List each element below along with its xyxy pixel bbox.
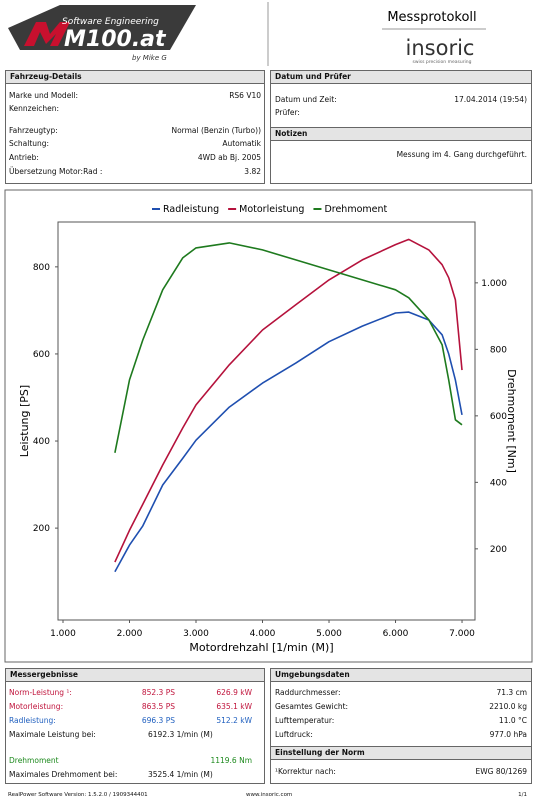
- field-label: Datum und Zeit:: [275, 95, 337, 104]
- footer-url: www.insoric.com: [246, 792, 293, 798]
- y-tick-label: 400: [33, 437, 50, 447]
- field-label: Marke und Modell:: [9, 91, 79, 100]
- section-heading: Messergebnisse: [5, 668, 265, 682]
- y2-axis-label: Drehmoment [Nm]: [505, 369, 518, 473]
- x-tick-label: 2.000: [117, 629, 143, 639]
- field-label: ¹Korrektur nach:: [275, 767, 336, 776]
- result-value: 635.1 kW: [216, 702, 252, 711]
- section-heading: Datum und Prüfer: [270, 70, 532, 84]
- field-label: Fahrzeugtyp:: [9, 126, 58, 135]
- x-tick-label: 4.000: [250, 629, 276, 639]
- field-value: Automatik: [222, 139, 261, 148]
- result-label: Maximales Drehmoment bei:: [9, 770, 118, 779]
- field-value: 17.04.2014 (19:54): [454, 95, 527, 104]
- field-label: Lufttemperatur:: [275, 716, 335, 725]
- result-value: 1119.6 Nm: [210, 756, 252, 765]
- section-heading: Einstellung der Norm: [270, 746, 532, 760]
- field-label: Kennzeichen:: [9, 104, 60, 113]
- field-value: 2210.0 kg: [489, 702, 527, 711]
- result-label: Norm-Leistung ¹:: [9, 688, 72, 697]
- result-value: 852.3 PS: [141, 688, 175, 697]
- field-label: Luftdruck:: [275, 730, 313, 739]
- legend-label: Motorleistung: [239, 204, 304, 215]
- legend-label: Radleistung: [163, 204, 219, 215]
- x-tick-label: 6.000: [383, 629, 409, 639]
- series-line: [114, 311, 463, 573]
- field-label: Gesamtes Gewicht:: [275, 702, 349, 711]
- y2-tick-label: 1.000: [481, 279, 507, 289]
- y-tick-label: 800: [33, 263, 50, 273]
- logo-subtitle: Software Engineering: [62, 17, 159, 27]
- result-value: 512.2 kW: [216, 716, 252, 725]
- field-label: Übersetzung Motor:Rad :: [9, 167, 103, 176]
- y2-tick-label: 800: [490, 345, 507, 355]
- series-line: [114, 242, 463, 453]
- field-value: 977.0 hPa: [489, 730, 527, 739]
- section-heading: Notizen: [270, 127, 532, 141]
- logo-m: [24, 22, 70, 46]
- logo: M100.at: [64, 27, 167, 52]
- x-axis-label: Motordrehzahl [1/min (M)]: [189, 641, 333, 654]
- brand: insoric: [406, 36, 475, 60]
- footer-version: RealPower Software Version: 1.5.2.0 / 19…: [8, 792, 148, 798]
- result-label: Maximale Leistung bei:: [9, 730, 96, 739]
- plot-area: [57, 221, 476, 621]
- result-label: Motorleistung:: [9, 702, 64, 711]
- result-value: 6192.3 1/min (M): [148, 730, 213, 739]
- field-value: 71.3 cm: [496, 688, 527, 697]
- x-tick-label: 5.000: [316, 629, 342, 639]
- result-label: Radleistung:: [9, 716, 56, 725]
- series-line: [114, 238, 463, 563]
- notes-text: Messung im 4. Gang durchgeführt.: [396, 150, 527, 159]
- x-tick-label: 7.000: [449, 629, 475, 639]
- legend-label: Drehmoment: [324, 204, 387, 215]
- field-label: Raddurchmesser:: [275, 688, 341, 697]
- logo-byline: by Mike G: [132, 54, 167, 62]
- x-tick-label: 1.000: [50, 629, 76, 639]
- chart-frame: [4, 189, 533, 663]
- field-value: EWG 80/1269: [475, 767, 527, 776]
- field-value: 3.82: [244, 167, 261, 176]
- title: Messprotokoll: [387, 10, 476, 25]
- result-value: 3525.4 1/min (M): [148, 770, 213, 779]
- field-value: Normal (Benzin (Turbo)): [171, 126, 261, 135]
- result-value: 696.3 PS: [141, 716, 175, 725]
- field-label: Prüfer:: [275, 108, 300, 117]
- section-heading: Fahrzeug-Details: [5, 70, 265, 84]
- brand-tagline: swiss precision measuring: [412, 59, 471, 65]
- field-value: RS6 V10: [229, 91, 261, 100]
- y2-tick-label: 600: [490, 412, 507, 422]
- field-value: 11.0 °C: [498, 716, 527, 725]
- result-value: 863.5 PS: [141, 702, 175, 711]
- y2-tick-label: 200: [490, 545, 507, 555]
- result-label: Drehmoment: [9, 756, 59, 765]
- x-tick-label: 3.000: [183, 629, 209, 639]
- y-axis-label: Leistung [PS]: [18, 385, 31, 457]
- field-label: Schaltung:: [9, 139, 50, 148]
- field-value: 4WD ab Bj. 2005: [197, 153, 261, 162]
- section-box: [5, 668, 265, 784]
- section-heading: Umgebungsdaten: [270, 668, 532, 682]
- y-tick-label: 200: [33, 524, 50, 534]
- result-value: 626.9 kW: [216, 688, 252, 697]
- y-tick-label: 600: [33, 350, 50, 360]
- y2-tick-label: 400: [490, 478, 507, 488]
- field-label: Antrieb:: [9, 153, 39, 162]
- footer-page: 1/1: [518, 792, 527, 798]
